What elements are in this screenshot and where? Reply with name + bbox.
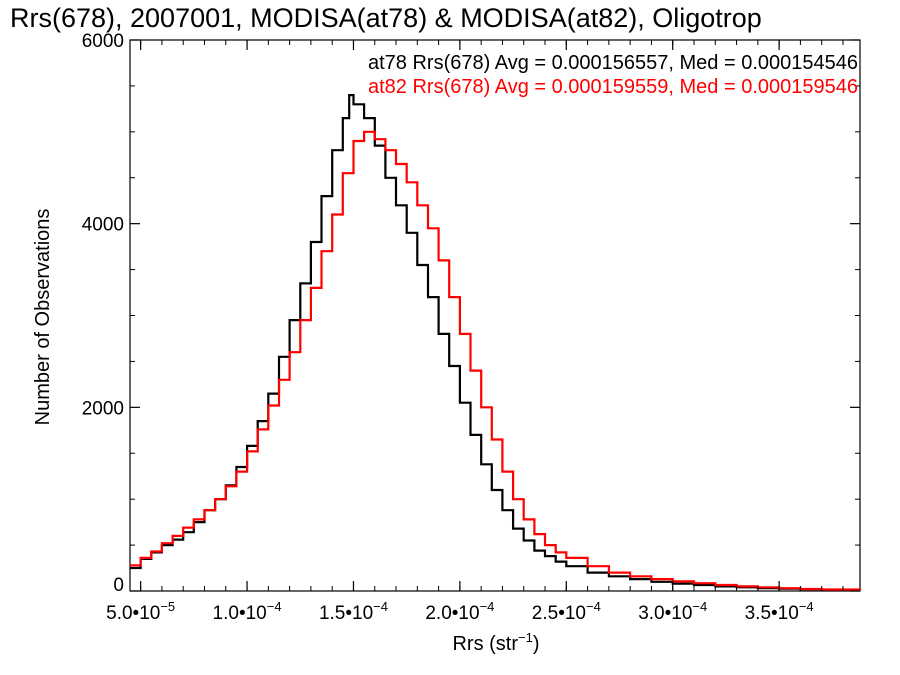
legend-entry-at82: at82 Rrs(678) Avg = 0.000159559, Med = 0…	[368, 76, 858, 98]
x-tick-label-2: 1.5•10−4	[319, 599, 388, 624]
x-tick-label-6: 3.5•10−4	[745, 599, 814, 624]
x-tick-label-1: 1.0•10−4	[213, 599, 282, 624]
x-tick-exponent-1: −4	[267, 599, 282, 614]
x-tick-label-5: 3.0•10−4	[638, 599, 707, 624]
x-tick-exponent-6: −4	[799, 599, 814, 614]
x-tick-label-4: 2.5•10−4	[532, 599, 601, 624]
chart-title: Rrs(678), 2007001, MODISA(at78) & MODISA…	[10, 3, 762, 33]
x-axis-title-exponent: −1	[518, 630, 533, 645]
legend-entry-at78: at78 Rrs(678) Avg = 0.000156557, Med = 0…	[368, 52, 858, 74]
plot-border	[129, 39, 861, 592]
x-tick-mantissa-4: 2.5•10	[532, 603, 586, 624]
x-tick-mantissa-3: 2.0•10	[425, 603, 479, 624]
x-tick-mantissa-6: 3.5•10	[745, 603, 799, 624]
x-axis-title-main: Rrs (str	[452, 633, 518, 655]
x-tick-mantissa-5: 3.0•10	[638, 603, 692, 624]
legend: at78 Rrs(678) Avg = 0.000156557, Med = 0…	[368, 52, 858, 98]
y-tick-label-3: 6000	[82, 31, 124, 52]
x-tick-exponent-4: −4	[586, 599, 601, 614]
x-axis-title-close: )	[533, 633, 540, 655]
x-axis-title: Rrs (str−1)	[452, 630, 539, 655]
series-line-at78	[130, 94, 862, 591]
series-layer	[130, 94, 862, 591]
axis-ticks: 5.0•10−5 1.0•10−4 1.5•10−4 2.0•10−4 2.5•10−4…	[82, 31, 860, 624]
x-tick-mantissa-1: 1.0•10	[213, 603, 267, 624]
x-tick-exponent-5: −4	[692, 599, 707, 614]
y-axis-title: Number of Observations	[32, 209, 54, 426]
y-tick-label-2: 4000	[82, 215, 124, 236]
x-tick-mantissa-0: 5.0•10	[106, 603, 160, 624]
x-tick-label-3: 2.0•10−4	[425, 599, 494, 624]
x-tick-exponent-2: −4	[373, 599, 388, 614]
y-tick-label-0: 0	[113, 575, 124, 596]
y-tick-label-1: 2000	[82, 398, 124, 419]
series-line-at82	[130, 130, 862, 591]
x-tick-label-0: 5.0•10−5	[106, 599, 175, 624]
x-tick-exponent-3: −4	[480, 599, 495, 614]
x-tick-exponent-0: −5	[160, 599, 175, 614]
plot-frame	[129, 39, 861, 592]
x-tick-mantissa-2: 1.5•10	[319, 603, 373, 624]
